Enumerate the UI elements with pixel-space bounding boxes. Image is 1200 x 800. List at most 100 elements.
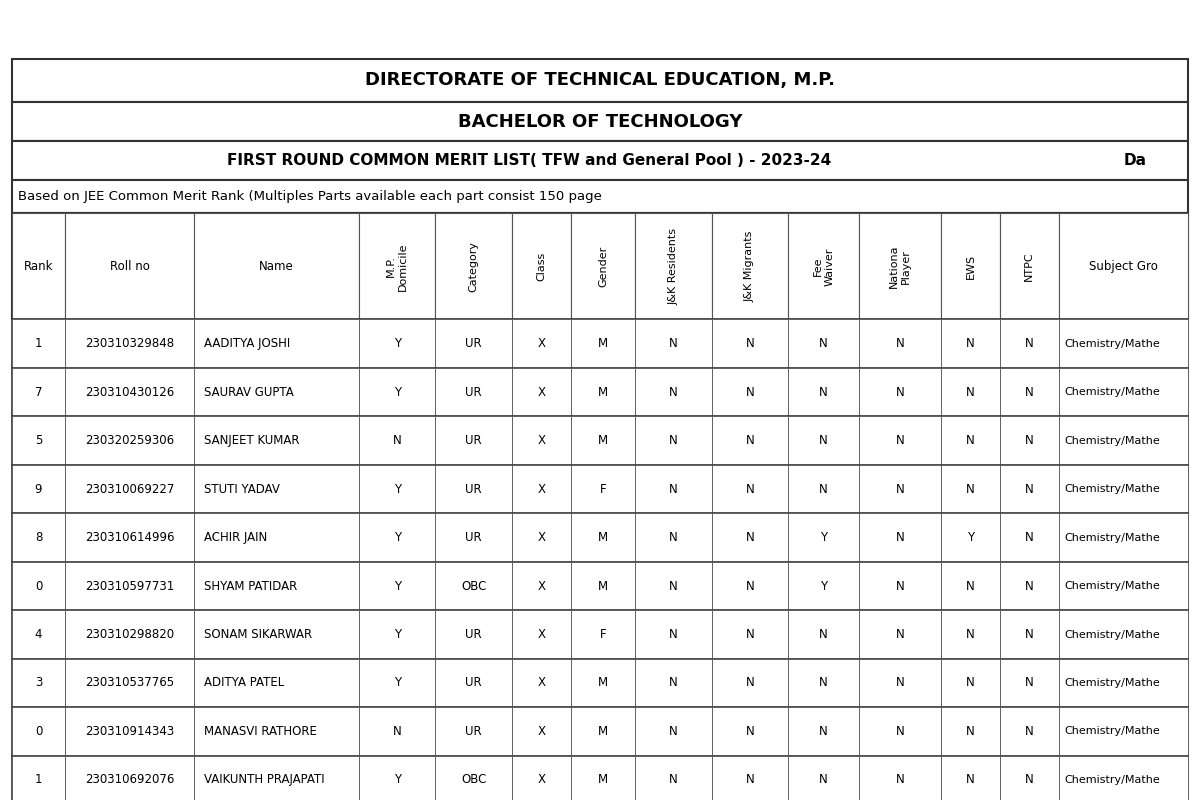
Bar [571, 756, 635, 800]
Text: 230310298820: 230310298820 [85, 628, 174, 641]
Bar [65, 319, 194, 368]
Bar [436, 214, 511, 319]
Text: N: N [670, 386, 678, 398]
Text: N: N [895, 386, 905, 398]
Bar [1000, 562, 1058, 610]
Bar [941, 707, 1000, 756]
Bar [65, 416, 194, 465]
Text: N: N [966, 434, 974, 447]
Text: 230310914343: 230310914343 [85, 725, 174, 738]
Bar [12, 368, 65, 416]
Bar [359, 214, 436, 319]
Text: OBC: OBC [461, 579, 486, 593]
Bar [359, 416, 436, 465]
Bar [359, 610, 436, 658]
Text: Y: Y [394, 482, 401, 495]
Text: N: N [745, 434, 755, 447]
Text: 0: 0 [35, 579, 42, 593]
Bar [1000, 319, 1058, 368]
Text: UR: UR [466, 628, 482, 641]
Bar [788, 707, 859, 756]
Bar [436, 319, 511, 368]
Bar [12, 416, 65, 465]
Text: N: N [966, 774, 974, 786]
Text: X: X [538, 482, 545, 495]
Bar [712, 610, 788, 658]
Bar [571, 658, 635, 707]
Bar [436, 756, 511, 800]
Bar [194, 368, 359, 416]
Bar [712, 465, 788, 514]
Text: N: N [966, 628, 974, 641]
Text: 230310329848: 230310329848 [85, 337, 174, 350]
Text: N: N [966, 725, 974, 738]
Bar [12, 756, 65, 800]
Bar [941, 610, 1000, 658]
Bar [12, 658, 1188, 707]
Bar [571, 610, 635, 658]
Bar [712, 514, 788, 562]
Text: DIRECTORATE OF TECHNICAL EDUCATION, M.P.: DIRECTORATE OF TECHNICAL EDUCATION, M.P. [365, 71, 835, 90]
Bar [712, 658, 788, 707]
Bar [712, 707, 788, 756]
Text: Fee
Waiver: Fee Waiver [812, 247, 834, 286]
Text: X: X [538, 677, 545, 690]
Bar [194, 658, 359, 707]
Text: F: F [600, 628, 606, 641]
Text: N: N [745, 725, 755, 738]
Text: N: N [820, 677, 828, 690]
Text: N: N [745, 482, 755, 495]
Text: N: N [745, 386, 755, 398]
Text: X: X [538, 579, 545, 593]
Bar [1058, 368, 1188, 416]
Bar [788, 214, 859, 319]
Text: UR: UR [466, 434, 482, 447]
Bar [194, 707, 359, 756]
Bar [859, 658, 941, 707]
Bar [635, 214, 712, 319]
Bar [1058, 465, 1188, 514]
Bar [1000, 465, 1058, 514]
Text: N: N [392, 725, 402, 738]
Bar [194, 319, 359, 368]
Text: FIRST ROUND COMMON MERIT LIST( TFW and General Pool ) - 2023-24: FIRST ROUND COMMON MERIT LIST( TFW and G… [227, 154, 832, 168]
Bar [65, 514, 194, 562]
Bar [359, 514, 436, 562]
Bar [359, 756, 436, 800]
Bar [941, 658, 1000, 707]
Text: SHYAM PATIDAR: SHYAM PATIDAR [204, 579, 298, 593]
Text: 230310069227: 230310069227 [85, 482, 174, 495]
Bar [788, 514, 859, 562]
Bar [712, 416, 788, 465]
Bar [512, 658, 571, 707]
Bar [65, 368, 194, 416]
Text: X: X [538, 434, 545, 447]
Text: UR: UR [466, 725, 482, 738]
Text: Y: Y [394, 628, 401, 641]
Text: Gender: Gender [598, 246, 608, 287]
Bar [1058, 756, 1188, 800]
Text: N: N [820, 628, 828, 641]
Bar [436, 514, 511, 562]
Bar [941, 756, 1000, 800]
Text: N: N [1025, 434, 1033, 447]
Bar [859, 416, 941, 465]
Text: N: N [820, 482, 828, 495]
Text: UR: UR [466, 482, 482, 495]
Text: 7: 7 [35, 386, 42, 398]
Text: Y: Y [820, 579, 827, 593]
Bar [359, 562, 436, 610]
Text: X: X [538, 337, 545, 350]
Text: N: N [1025, 628, 1033, 641]
Bar [436, 707, 511, 756]
Bar [788, 465, 859, 514]
Text: N: N [670, 531, 678, 544]
Text: 1: 1 [35, 774, 42, 786]
Text: N: N [1025, 774, 1033, 786]
Bar [12, 465, 1188, 514]
Text: Y: Y [967, 531, 974, 544]
Bar [712, 319, 788, 368]
Text: 9: 9 [35, 482, 42, 495]
Bar [941, 319, 1000, 368]
Text: Category: Category [468, 241, 479, 292]
